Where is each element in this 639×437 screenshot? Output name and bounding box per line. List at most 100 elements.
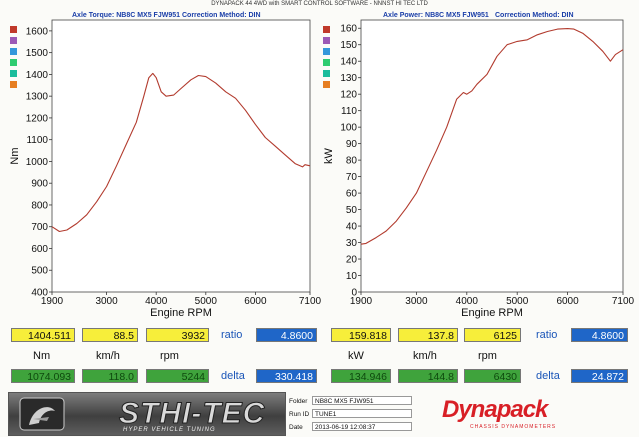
y-tick-label: 400 <box>31 288 48 299</box>
date-value: 2013-06-19 12:08:37 <box>312 422 412 431</box>
y-tick-label: 1400 <box>26 70 49 81</box>
ratio-label: ratio <box>536 329 558 341</box>
chart-title: Axle Power: NB8C MX5 FJW951 <box>383 12 489 19</box>
unit-speed: km/h <box>96 350 120 362</box>
legend-swatch <box>323 81 330 88</box>
x-tick-label: 6000 <box>556 296 579 307</box>
legend-swatch <box>323 59 330 66</box>
legend-swatch <box>323 70 330 77</box>
legend-swatch <box>323 37 330 44</box>
y-tick-label: 30 <box>346 238 358 249</box>
y-tick-label: 60 <box>346 189 358 200</box>
unit-power: kW <box>348 350 364 362</box>
y-tick-label: 20 <box>346 255 358 266</box>
hitec-emblem-icon <box>19 397 65 431</box>
rpm-at-power-value: 6125 <box>464 328 521 342</box>
y-tick-label: 80 <box>346 156 358 167</box>
power-min-value: 134.946 <box>331 369 391 383</box>
rpm-min-value: 5244 <box>146 369 209 383</box>
speed-min-value: 144.8 <box>398 369 458 383</box>
plot-area <box>360 19 624 293</box>
x-tick-label: 7100 <box>299 296 322 307</box>
unit-speed: km/h <box>413 350 437 362</box>
dynapack-logo: Dynapack <box>442 396 548 423</box>
legend-swatch <box>10 81 17 88</box>
delta-value: 24.872 <box>571 369 628 383</box>
x-tick-label: 1900 <box>41 296 64 307</box>
speed-min-value: 118.0 <box>82 369 138 383</box>
series-line <box>360 28 624 245</box>
power-max-value: 159.818 <box>331 328 391 342</box>
rpm-at-torque-value: 3932 <box>146 328 209 342</box>
y-tick-label: 100 <box>340 123 357 134</box>
rpm-min-value: 6430 <box>464 369 521 383</box>
y-tick-label: 1600 <box>26 26 49 37</box>
chart-title: Axle Torque: NB8C MX5 FJW951 <box>72 12 180 19</box>
chart-subtitle: Correction Method: DIN <box>182 12 261 19</box>
x-tick-label: 5000 <box>195 296 218 307</box>
y-tick-label: 110 <box>341 106 357 117</box>
folder-value: NB8C MX5 FJW951 <box>312 396 412 405</box>
y-tick-label: 130 <box>340 73 357 84</box>
x-tick-label: 7100 <box>612 296 635 307</box>
y-tick-label: 800 <box>31 200 48 211</box>
chart-subtitle: Correction Method: DIN <box>495 12 574 19</box>
legend-swatch <box>10 37 17 44</box>
torque-max-value: 1404.511 <box>11 328 75 342</box>
y-tick-label: 700 <box>31 222 48 233</box>
x-tick-label: 4000 <box>456 296 479 307</box>
runid-label: Run ID <box>289 411 310 418</box>
speed-at-power-value: 137.8 <box>398 328 458 342</box>
x-tick-label: 6000 <box>244 296 267 307</box>
y-tick-label: 1300 <box>26 92 49 103</box>
ratio-value: 4.8600 <box>571 328 628 342</box>
y-axis-label: Nm <box>9 147 21 164</box>
y-tick-label: 90 <box>346 139 358 150</box>
y-tick-label: 600 <box>31 244 48 255</box>
x-tick-label: 5000 <box>506 296 529 307</box>
ratio-label: ratio <box>221 329 243 341</box>
runid-value: TUNE1 <box>312 409 412 418</box>
ratio-value: 4.8600 <box>256 328 317 342</box>
hitec-brand: STHI-TEC <box>118 397 266 431</box>
y-tick-label: 50 <box>346 205 358 216</box>
y-tick-label: 0 <box>351 288 357 299</box>
legend-swatch <box>10 26 17 33</box>
y-tick-label: 140 <box>340 57 357 68</box>
x-tick-label: 4000 <box>145 296 168 307</box>
delta-label: delta <box>221 370 245 382</box>
legend-swatch <box>10 70 17 77</box>
plot-area <box>51 19 311 293</box>
hitec-tagline: HYPER VEHICLE TUNING <box>123 427 216 433</box>
unit-rpm: rpm <box>160 350 179 362</box>
y-tick-label: 40 <box>346 222 358 233</box>
speed-at-torque-value: 88.5 <box>82 328 138 342</box>
x-tick-label: 1900 <box>350 296 373 307</box>
delta-value: 330.418 <box>256 369 317 383</box>
y-tick-label: 500 <box>31 266 48 277</box>
unit-rpm: rpm <box>478 350 497 362</box>
legend-swatch <box>323 48 330 55</box>
folder-label: Folder <box>289 398 308 405</box>
series-line <box>51 72 311 233</box>
unit-torque: Nm <box>33 350 51 362</box>
x-tick-label: 3000 <box>95 296 118 307</box>
dynapack-tagline: CHASSIS DYNAMOMETERS <box>470 424 557 430</box>
power-chart: Axle Power: NB8C MX5 FJW951 Correction Me… <box>323 12 635 319</box>
torque-min-value: 1074.093 <box>11 369 75 383</box>
y-tick-label: 70 <box>346 172 358 183</box>
hitec-logo: STHI-TEC HYPER VEHICLE TUNING <box>8 392 286 436</box>
y-tick-label: 900 <box>31 179 48 190</box>
delta-label: delta <box>536 370 560 382</box>
y-axis-label: kW <box>323 147 335 164</box>
x-axis-label: Engine RPM <box>461 307 523 319</box>
x-axis-label: Engine RPM <box>150 307 212 319</box>
torque-chart: Axle Torque: NB8C MX5 FJW951 Correction M… <box>9 12 322 319</box>
y-tick-label: 150 <box>340 40 357 51</box>
y-tick-label: 1000 <box>26 157 49 168</box>
y-tick-label: 1500 <box>26 48 49 59</box>
y-tick-label: 1200 <box>26 113 49 124</box>
date-label: Date <box>289 424 303 431</box>
y-tick-label: 10 <box>346 271 358 282</box>
legend-swatch <box>10 48 17 55</box>
